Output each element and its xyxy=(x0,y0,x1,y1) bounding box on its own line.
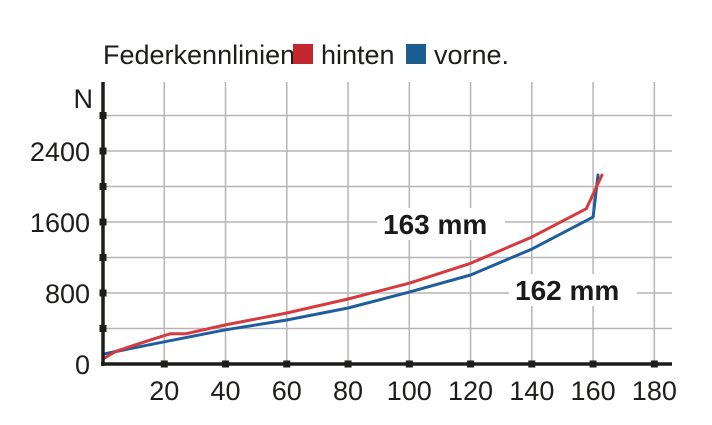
x-tick-mark xyxy=(283,360,291,368)
x-tick-label: 60 xyxy=(272,376,302,406)
x-tick-mark xyxy=(467,360,475,368)
x-tick-mark xyxy=(589,360,597,368)
curve-hinten xyxy=(101,173,604,361)
y-tick-mark xyxy=(99,289,107,297)
x-tick-mark xyxy=(160,360,168,368)
curves xyxy=(101,173,604,361)
annotation-hinten: 163 mm xyxy=(383,209,487,240)
y-tick-mark xyxy=(99,218,107,226)
y-tick-label: 800 xyxy=(45,279,90,309)
annotation-bg xyxy=(377,208,505,240)
x-tick-label: 180 xyxy=(632,376,677,406)
x-tick-label: 140 xyxy=(509,376,554,406)
legend: Federkennlinien: hinten vorne. xyxy=(103,40,509,70)
x-tick-label: 120 xyxy=(448,376,493,406)
legend-label-vorne: vorne. xyxy=(434,40,509,70)
y-tick-mark xyxy=(99,254,107,261)
legend-swatch-vorne xyxy=(406,44,426,64)
annotations: 163 mm 162 mm xyxy=(377,208,637,306)
legend-label-hinten: hinten xyxy=(321,40,395,70)
x-tick-label: 160 xyxy=(571,376,616,406)
legend-title: Federkennlinien: xyxy=(103,40,303,70)
x-tick-label: 80 xyxy=(333,376,363,406)
x-tick-mark xyxy=(222,360,230,368)
x-tick-mark xyxy=(650,360,658,368)
y-tick-label: 2400 xyxy=(30,137,90,167)
x-tick-mark xyxy=(405,360,413,368)
annotation-vorne: 162 mm xyxy=(515,275,619,306)
legend-swatch-hinten xyxy=(293,44,313,64)
y-tick-mark xyxy=(99,147,107,155)
axis-ticks xyxy=(99,112,658,368)
y-tick-label: 0 xyxy=(75,350,90,380)
x-tick-label: 40 xyxy=(210,376,240,406)
y-axis-unit: N xyxy=(74,84,94,114)
x-tick-label: 20 xyxy=(149,376,179,406)
y-tick-mark xyxy=(99,112,107,119)
y-tick-label: 1600 xyxy=(30,208,90,238)
axes: N xyxy=(74,82,672,368)
tick-labels: 0 800 1600 2400 20 40 60 80 100 120 140 160 180 xyxy=(30,137,677,406)
curve-vorne xyxy=(101,173,600,356)
x-tick-mark xyxy=(344,360,352,368)
annotation-bg xyxy=(509,274,637,306)
x-tick-mark xyxy=(528,360,536,368)
x-tick-label: 100 xyxy=(387,376,432,406)
y-tick-mark xyxy=(99,183,107,190)
y-tick-mark xyxy=(99,325,107,332)
